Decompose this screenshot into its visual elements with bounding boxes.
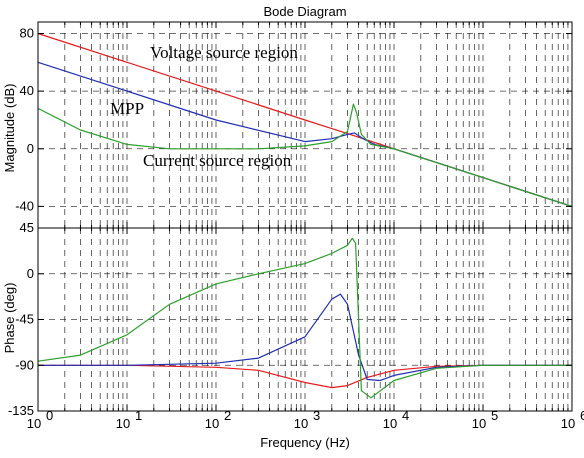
frequency-tick-label: 10 — [205, 416, 219, 431]
phase-y-tick-label: -135 — [8, 403, 34, 418]
frequency-tick-exponent: 3 — [313, 408, 320, 423]
voltage-source-region-annotation: Voltage source region — [150, 43, 298, 62]
chart-title: Bode Diagram — [263, 4, 346, 19]
magnitude-y-tick-label: 40 — [20, 83, 34, 98]
frequency-tick-label: 10 — [116, 416, 130, 431]
mpp-annotation: MPP — [110, 99, 144, 118]
frequency-tick-exponent: 1 — [135, 408, 142, 423]
phase-y-tick-label: -45 — [15, 312, 34, 327]
phase-y-tick-label: 0 — [27, 266, 34, 281]
frequency-tick-label: 10 — [472, 416, 486, 431]
frequency-axis-label: Frequency (Hz) — [260, 435, 350, 450]
phase-y-tick-label: 45 — [20, 220, 34, 235]
magnitude-axis-label: Magnitude (dB) — [2, 84, 17, 173]
phase-series-1-line — [38, 364, 572, 389]
phase-axis-label: Phase (deg) — [2, 283, 17, 354]
phase-y-tick-label: -90 — [15, 357, 34, 372]
frequency-tick-label: 10 — [294, 416, 308, 431]
frequency-tick-exponent: 6 — [580, 408, 584, 423]
magnitude-y-tick-label: 0 — [27, 141, 34, 156]
frequency-tick-exponent: 2 — [224, 408, 231, 423]
frequency-tick-exponent: 0 — [46, 408, 53, 423]
grid-layer — [38, 22, 572, 411]
frequency-tick-label: 10 — [27, 416, 41, 431]
frequency-tick-exponent: 4 — [402, 408, 409, 423]
magnitude-y-tick-label: 80 — [20, 26, 34, 41]
frequency-tick-label: 10 — [383, 416, 397, 431]
phase-series-2-line — [38, 293, 572, 382]
magnitude-y-tick-label: -40 — [15, 198, 34, 213]
current-source-region-annotation: Current source region — [143, 151, 292, 170]
magnitude-series-3-line — [37, 103, 573, 207]
tick-layer: 80400-40450-45-90-1351001011021031041051… — [8, 22, 584, 431]
frequency-tick-exponent: 5 — [491, 408, 498, 423]
phase-series-3-line — [37, 237, 572, 399]
frequency-tick-label: 10 — [561, 416, 575, 431]
series-layer — [37, 32, 573, 399]
